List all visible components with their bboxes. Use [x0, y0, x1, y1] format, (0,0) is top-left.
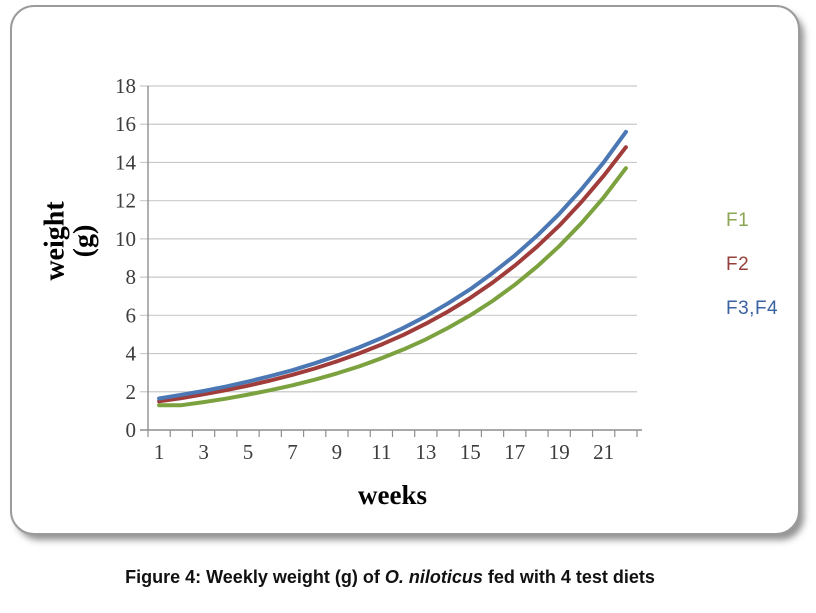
x-tick-label-5: 5	[243, 440, 254, 464]
series-line-f2	[157, 145, 628, 404]
caption-species: O. niloticus	[384, 567, 483, 587]
y-axis-title-line2: (g)	[69, 224, 100, 258]
y-tick-label-2: 2	[126, 380, 137, 404]
series-line-f1	[157, 166, 628, 408]
y-tick-label-14: 14	[115, 150, 137, 174]
x-tick-label-7: 7	[287, 440, 298, 464]
y-tick-label-6: 6	[126, 303, 137, 327]
x-tick-label-19: 19	[549, 440, 570, 464]
y-axis-title-line1: weight	[39, 201, 71, 281]
x-tick-label-13: 13	[415, 440, 436, 464]
axes	[140, 86, 642, 437]
y-tick-label-0: 0	[126, 418, 137, 442]
y-tick-labels: 0 2 4 6 8 10 12 14 16 18	[115, 74, 137, 442]
x-axis-title: weeks	[358, 480, 427, 510]
x-tick-label-21: 21	[593, 440, 614, 464]
y-tick-label-4: 4	[126, 342, 137, 366]
x-tick-labels: 1 3 5 7 9 11 13 15 17 19 21	[154, 440, 614, 464]
figure-card	[10, 5, 800, 535]
legend-item-f3f4: F3,F4	[726, 298, 779, 319]
x-tick-label-9: 9	[332, 440, 343, 464]
y-tick-label-18: 18	[115, 74, 136, 98]
y-tick-label-8: 8	[126, 265, 137, 289]
y-tick-label-12: 12	[115, 189, 136, 213]
x-tick-label-1: 1	[154, 440, 165, 464]
x-tick-label-17: 17	[504, 440, 525, 464]
series-line-f3-f4	[157, 129, 628, 401]
y-axis-title: weight (g)	[39, 201, 100, 281]
x-tick-label-3: 3	[198, 440, 209, 464]
y-tick-label-10: 10	[115, 227, 136, 251]
x-tick-label-15: 15	[460, 440, 481, 464]
legend-item-f1: F1	[726, 210, 750, 231]
figure-caption: Figure 4: Weekly weight (g) of O. niloti…	[0, 567, 780, 588]
gridlines	[140, 85, 637, 393]
chart-legend: F1 F2 F3,F4	[726, 210, 806, 320]
legend-item-f2: F2	[726, 254, 750, 275]
x-tick-label-11: 11	[371, 440, 391, 464]
caption-prefix: Figure 4: Weekly weight (g) of	[125, 567, 385, 587]
y-tick-label-16: 16	[115, 112, 136, 136]
caption-suffix: fed with 4 test diets	[482, 567, 655, 587]
